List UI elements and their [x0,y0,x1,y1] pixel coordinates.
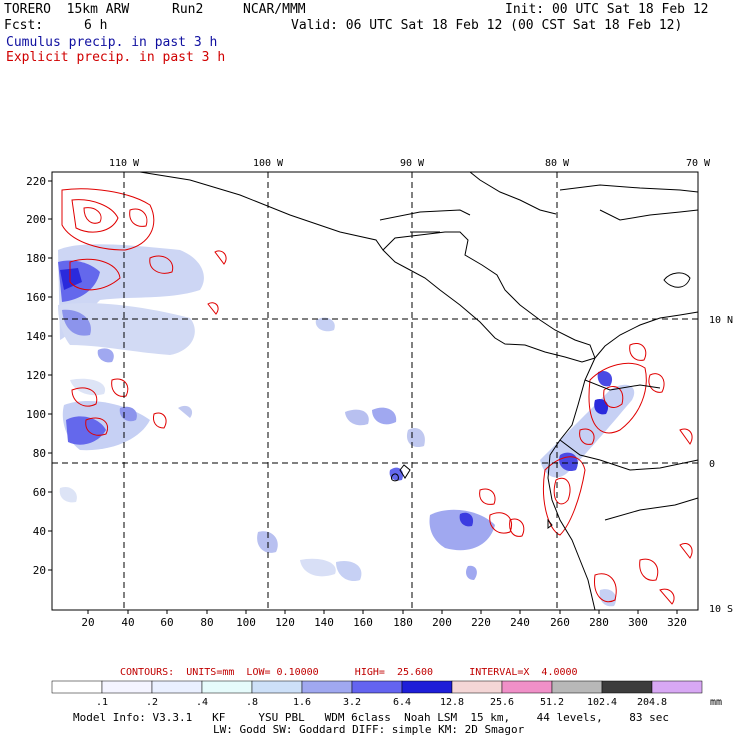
legend-threshold: 6.4 [393,697,411,708]
y-tick: 60 [33,486,46,499]
x-tick: 80 [200,616,213,629]
longitude-labels: 110 W 100 W 90 W 80 W 70 W [109,158,711,169]
y-tick: 160 [26,291,46,304]
map-frame [51,171,699,611]
legend-threshold: 1.6 [293,697,311,708]
latlon-grid [52,172,698,610]
forecast-label: Fcst: [4,18,44,33]
y-tick: 140 [26,330,46,343]
y-tick: 120 [26,369,46,382]
legend-threshold: 204.8 [637,697,667,708]
x-tick: 320 [667,616,687,629]
lon-label: 70 W [686,158,711,169]
cumulus-precip-label: Cumulus precip. in past 3 h [6,35,218,50]
y-tick: 100 [26,408,46,421]
y-tick: 200 [26,213,46,226]
lon-label: 80 W [545,158,570,169]
x-tick: 40 [121,616,134,629]
contours-info: CONTOURS: UNITS=mm LOW= 0.10000 HIGH= 25… [120,667,578,678]
x-tick-labels: 20 40 60 80 100 120 140 160 180 200 220 … [81,616,687,629]
legend-threshold: .4 [196,697,208,708]
model-info-line1: Model Info: V3.3.1 KF YSU PBL WDM 6class… [73,711,670,724]
x-tick: 180 [393,616,413,629]
x-tick: 220 [471,616,491,629]
lat-label: 10 S [709,604,733,615]
x-tick: 20 [81,616,94,629]
legend-threshold: 102.4 [587,697,617,708]
y-tick: 180 [26,252,46,265]
legend-threshold: 12.8 [440,697,464,708]
lon-label: 90 W [400,158,425,169]
explicit-precip-label: Explicit precip. in past 3 h [6,50,226,65]
x-tick: 300 [628,616,648,629]
legend-threshold: 51.2 [540,697,564,708]
legend-threshold: 3.2 [343,697,361,708]
x-tick: 100 [236,616,256,629]
init-time: Init: 00 UTC Sat 18 Feb 12 [505,2,709,17]
x-tick: 160 [353,616,373,629]
model-info: Model Info: V3.3.1 KF YSU PBL WDM 6class… [73,712,669,736]
forecast-value: 6 h [84,18,108,33]
org-label: NCAR/MMM [243,2,306,17]
cumulus-precip-shading [58,244,635,607]
x-tick: 120 [275,616,295,629]
legend-threshold: .1 [96,697,108,708]
legend-threshold: 25.6 [490,697,514,708]
x-tick: 280 [589,616,609,629]
x-tick: 140 [314,616,334,629]
valid-time: Valid: 06 UTC Sat 18 Feb 12 (00 CST Sat … [291,18,683,33]
y-tick: 80 [33,447,46,460]
legend-threshold: .8 [246,697,258,708]
latitude-labels: 10 N 0 10 S [709,315,733,615]
lat-label: 0 [709,459,715,470]
lon-label: 110 W [109,158,140,169]
y-tick: 20 [33,564,46,577]
model-title: TORERO 15km ARW [4,2,130,17]
color-legend [51,680,703,694]
y-tick: 40 [33,525,46,538]
x-tick: 60 [160,616,173,629]
axis-ticks [48,180,678,614]
model-info-line2: LW: Godd SW: Goddard DIFF: simple KM: 2D… [213,723,525,736]
x-tick: 240 [510,616,530,629]
legend-unit: mm [710,697,722,708]
x-tick: 200 [432,616,452,629]
x-tick: 260 [550,616,570,629]
lat-label: 10 N [709,315,733,326]
y-tick: 220 [26,175,46,188]
run-label: Run2 [172,2,204,17]
y-tick-labels: 220 200 180 160 140 120 100 80 60 40 20 [26,175,46,577]
explicit-precip-contours [61,188,693,605]
coastlines [52,171,699,611]
lon-label: 100 W [253,158,284,169]
legend-labels: .1 .2 .4 .8 1.6 3.2 6.4 12.8 25.6 51.2 1… [96,697,722,708]
legend-threshold: .2 [146,697,158,708]
